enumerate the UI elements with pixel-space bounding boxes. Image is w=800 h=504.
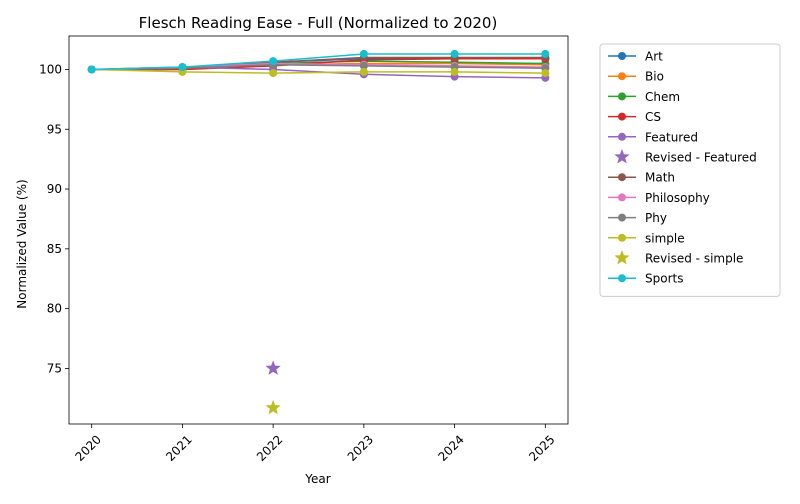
legend-circle-marker [618, 233, 626, 242]
legend-star-marker [614, 250, 630, 265]
legend-circle-marker [618, 213, 626, 222]
legend-circle-marker [618, 274, 626, 283]
data-point-sports [87, 65, 96, 74]
legend-circle-marker [618, 132, 626, 141]
legend-label: Chem [645, 90, 680, 104]
legend-item-cs: CS [608, 110, 661, 124]
legend: Art Bio Chem CS Featured Revised - Featured Ma… [599, 43, 781, 297]
data-point-simple [269, 69, 278, 78]
x-axis-label: Year [304, 472, 330, 486]
chart-title: Flesch Reading Ease - Full (Normalized t… [139, 14, 498, 32]
legend-circle-marker [618, 193, 626, 202]
legend-label: Phy [645, 211, 667, 225]
legend-label: Bio [645, 70, 664, 84]
legend-item-art: Art [608, 50, 663, 64]
x-tick-label: 2022 [254, 432, 285, 463]
legend-item-revised-simple: Revised - simple [614, 250, 743, 266]
legend-item-sports: Sports [608, 272, 683, 286]
data-point-phy [359, 61, 368, 70]
legend-circle-marker [618, 72, 626, 81]
y-tick-label: 85 [47, 242, 62, 256]
data-point-sports [269, 57, 278, 66]
legend-frame [599, 43, 781, 297]
data-point-simple [359, 67, 368, 76]
x-tick-label: 2021 [163, 432, 194, 463]
legend-item-bio: Bio [608, 70, 664, 84]
x-tick-label: 2025 [526, 432, 557, 463]
data-point-sports [359, 49, 368, 58]
legend-label: Revised - simple [645, 252, 743, 266]
legend-item-simple: simple [608, 231, 685, 245]
y-tick-label: 95 [47, 122, 62, 136]
series-line-simple [91, 68, 546, 74]
data-point-simple [541, 69, 550, 78]
y-tick-label: 80 [47, 302, 62, 316]
star-point-revised-simple [265, 399, 281, 415]
legend-item-revised-featured: Revised - Featured [614, 149, 757, 165]
data-point-sports [450, 49, 459, 58]
y-tick-label: 100 [39, 62, 62, 76]
legend-circle-marker [618, 52, 626, 60]
plot-area [87, 49, 550, 415]
legend-label: Featured [645, 130, 698, 144]
data-point-sports [178, 63, 187, 72]
y-tick-label: 75 [47, 361, 62, 375]
x-tick-label: 2023 [345, 432, 376, 463]
data-point-sports [541, 49, 550, 58]
x-tick-label: 2020 [73, 432, 104, 463]
legend-item-philosophy: Philosophy [608, 191, 710, 205]
legend-item-math: Math [608, 171, 675, 185]
y-tick-label: 90 [47, 182, 62, 196]
legend-label: CS [645, 110, 661, 124]
legend-item-chem: Chem [608, 90, 680, 104]
y-axis-label: Normalized Value (%) [15, 179, 29, 308]
legend-label: Art [645, 50, 663, 64]
x-tick-label: 2024 [435, 432, 466, 463]
legend-label: Philosophy [645, 191, 710, 205]
legend-circle-marker [618, 112, 626, 121]
legend-circle-marker [618, 173, 626, 182]
legend-circle-marker [618, 92, 626, 101]
legend-item-phy: Phy [608, 211, 667, 225]
legend-label: Sports [645, 272, 683, 286]
series-simple [87, 65, 550, 78]
legend-label: Revised - Featured [645, 151, 757, 165]
legend-item-featured: Featured [608, 130, 698, 144]
legend-star-marker [614, 149, 630, 164]
series-sports [87, 49, 550, 74]
axes-frame [68, 35, 569, 425]
axes: 2020 2021 2022 2023 2024 2025 75 80 85 90 95 100 [39, 35, 569, 464]
series-line-phy [91, 63, 546, 71]
series-line-sports [91, 53, 546, 71]
series-line-cs [91, 57, 546, 71]
star-point-revised-featured [265, 360, 281, 375]
legend-label: simple [645, 231, 685, 245]
legend-label: Math [645, 171, 675, 185]
data-point-simple [450, 67, 459, 76]
